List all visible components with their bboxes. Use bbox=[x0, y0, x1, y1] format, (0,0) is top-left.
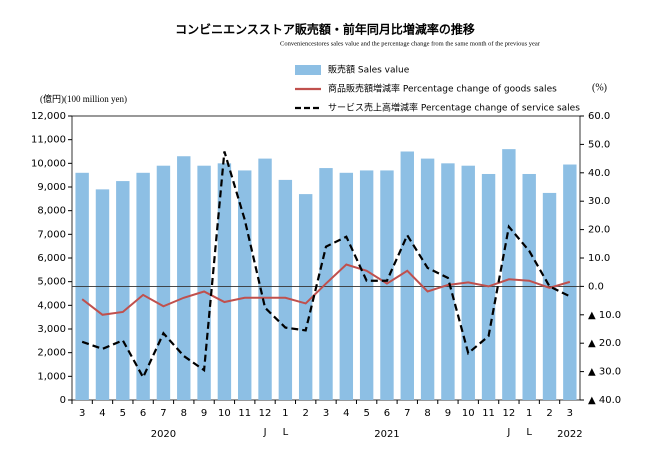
y-tick-label: 8,000 bbox=[37, 206, 66, 217]
bar bbox=[116, 181, 130, 400]
x-tick-label: 8 bbox=[424, 408, 430, 419]
x-tick-label: 6 bbox=[140, 408, 146, 419]
bar bbox=[278, 179, 293, 400]
x-tick-label: 2 bbox=[302, 408, 308, 419]
year-label: 2022 bbox=[557, 429, 582, 440]
chart-title: コンビニエンスストア販売額・前年同月比増減率の推移 bbox=[175, 22, 475, 37]
x-tick-label: 9 bbox=[445, 408, 451, 419]
y-unit: (億円)(100 million yen) bbox=[40, 93, 127, 104]
y2-tick-label: 50.0 bbox=[588, 139, 610, 150]
bar bbox=[156, 165, 171, 400]
y-tick-label: 1,000 bbox=[37, 371, 66, 382]
bar bbox=[441, 163, 455, 400]
legend-swatch bbox=[295, 65, 321, 75]
x-tick-label: 3 bbox=[79, 408, 85, 419]
y-tick-label: 9,000 bbox=[37, 182, 66, 193]
bar bbox=[95, 189, 110, 400]
x-tick-label: 12 bbox=[259, 408, 272, 419]
x-sub-label: L bbox=[283, 427, 289, 438]
bar bbox=[359, 170, 374, 400]
y-tick-label: 12,000 bbox=[31, 111, 66, 122]
y-tick-label: 3,000 bbox=[37, 324, 66, 335]
y-tick-label: 7,000 bbox=[37, 229, 66, 240]
chart-subtitle: Conveniencestores sales value and the pe… bbox=[280, 40, 541, 47]
y2-tick-label: 40.0 bbox=[588, 168, 610, 179]
year-label: 2020 bbox=[151, 429, 176, 440]
legend-label: 販売額 Sales value bbox=[328, 64, 410, 76]
x-tick-label: 5 bbox=[363, 408, 369, 419]
y-tick-label: 6,000 bbox=[37, 253, 66, 264]
bar bbox=[522, 173, 536, 400]
x-tick-label: 4 bbox=[343, 408, 349, 419]
bar bbox=[380, 170, 394, 400]
y2-tick-label: ▲ 10.0 bbox=[588, 310, 621, 321]
bar bbox=[298, 194, 313, 400]
y-tick-label: 0 bbox=[60, 395, 66, 406]
x-tick-label: 4 bbox=[99, 408, 105, 419]
x-tick-label: 11 bbox=[238, 408, 251, 419]
y2-tick-label: ▲ 40.0 bbox=[588, 395, 621, 406]
x-tick-label: 7 bbox=[160, 408, 166, 419]
bar bbox=[177, 156, 191, 400]
x-tick-label: 1 bbox=[526, 408, 532, 419]
x-tick-label: 1 bbox=[282, 408, 288, 419]
x-tick-label: 10 bbox=[462, 408, 475, 419]
y-tick-label: 5,000 bbox=[37, 277, 66, 288]
y2-tick-label: 10.0 bbox=[588, 253, 610, 264]
legend-label: サービス売上高増減率 Percentage change of service … bbox=[328, 102, 580, 114]
y2-tick-label: ▲ 20.0 bbox=[588, 338, 621, 349]
bar bbox=[238, 170, 252, 400]
bar bbox=[258, 158, 272, 400]
x-sub-label: J bbox=[263, 427, 267, 438]
y2-unit: (%) bbox=[592, 82, 607, 93]
y2-tick-label: 60.0 bbox=[588, 111, 610, 122]
bar bbox=[400, 151, 414, 400]
x-tick-label: 6 bbox=[384, 408, 390, 419]
x-tick-label: 12 bbox=[503, 408, 516, 419]
legend-label: 商品販売額増減率 Percentage change of goods sale… bbox=[328, 83, 557, 95]
y2-tick-label: 30.0 bbox=[588, 196, 610, 207]
y2-tick-label: 0.0 bbox=[588, 281, 604, 292]
x-tick-label: 8 bbox=[181, 408, 187, 419]
y-tick-label: 10,000 bbox=[31, 158, 66, 169]
x-tick-label: 3 bbox=[323, 408, 329, 419]
bar bbox=[217, 163, 232, 400]
y2-tick-label: ▲ 30.0 bbox=[588, 367, 621, 378]
x-tick-label: 7 bbox=[404, 408, 410, 419]
y2-tick-label: 20.0 bbox=[588, 225, 610, 236]
x-tick-label: 9 bbox=[201, 408, 207, 419]
line-series bbox=[81, 263, 571, 316]
bar bbox=[420, 158, 435, 400]
x-tick-label: 2 bbox=[546, 408, 552, 419]
x-tick-label: 3 bbox=[567, 408, 573, 419]
y-tick-label: 11,000 bbox=[31, 135, 66, 146]
y-tick-label: 4,000 bbox=[37, 300, 66, 311]
x-sub-label: J bbox=[506, 427, 510, 438]
x-tick-label: 11 bbox=[482, 408, 495, 419]
bar bbox=[502, 149, 516, 400]
year-label: 2021 bbox=[374, 429, 399, 440]
x-tick-label: 10 bbox=[218, 408, 231, 419]
bar bbox=[197, 165, 211, 400]
y-tick-label: 2,000 bbox=[37, 348, 66, 359]
x-sub-label: L bbox=[526, 427, 532, 438]
bar bbox=[542, 192, 557, 400]
x-tick-label: 5 bbox=[120, 408, 126, 419]
line-series bbox=[81, 151, 571, 380]
